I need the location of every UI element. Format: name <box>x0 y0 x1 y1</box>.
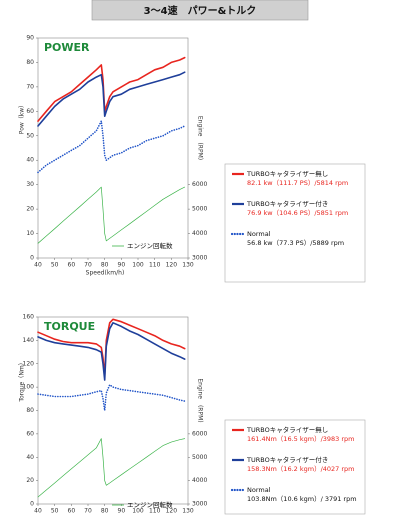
y2-tick-label: 3000 <box>192 501 207 508</box>
x-tick-label: 60 <box>68 508 76 515</box>
x-tick-label: 120 <box>166 262 178 269</box>
series-line <box>37 120 186 174</box>
header-title: 3〜4速 パワー&トルク <box>144 4 257 17</box>
legend-label: TURBOキャタライザー付き <box>246 199 328 208</box>
legend-note: 82.1 kw（111.7 PS）/5814 rpm <box>247 179 348 187</box>
y2-tick-label: 6000 <box>192 181 207 188</box>
x-tick-label: 120 <box>166 508 178 515</box>
legend-box <box>224 419 366 515</box>
plot-frame <box>37 316 189 505</box>
y2-tick-label: 4000 <box>192 230 207 237</box>
chart-title: TORQUE <box>44 320 95 333</box>
y-tick-label: 20 <box>26 477 34 484</box>
y-tick-label: 120 <box>23 360 35 367</box>
y-tick-label: 100 <box>23 384 35 391</box>
y2-tick-label: 4000 <box>192 477 207 484</box>
legend-label: エンジン回転数 <box>127 500 173 509</box>
y-tick-label: 70 <box>26 83 34 90</box>
y-tick-label: 0 <box>30 501 34 508</box>
x-tick-label: 130 <box>182 508 194 515</box>
series-line <box>37 384 186 412</box>
y-tick-label: 50 <box>26 132 34 139</box>
y2-tick-label: 3000 <box>192 255 207 262</box>
y-tick-label: 30 <box>26 181 34 188</box>
x-tick-label: 110 <box>149 262 161 269</box>
y-tick-label: 80 <box>26 59 34 66</box>
legend-label: TURBOキャタライザー無し <box>246 425 328 434</box>
y-tick-label: 80 <box>26 407 34 414</box>
y2-axis-label: Engine (RPM) <box>197 116 204 160</box>
plot-frame <box>37 37 189 259</box>
header-band <box>91 0 309 21</box>
chart-title: POWER <box>44 41 90 54</box>
legend-box <box>224 163 366 283</box>
y-tick-label: 0 <box>30 255 34 262</box>
x-tick-label: 40 <box>34 262 42 269</box>
legend-label: Normal <box>247 486 271 494</box>
x-axis-label: Speed(km/h) <box>86 270 125 277</box>
x-tick-label: 70 <box>84 262 92 269</box>
legend-label: TURBOキャタライザー付き <box>246 455 328 464</box>
y2-tick-label: 5000 <box>192 454 207 461</box>
series-line <box>37 438 186 498</box>
x-tick-label: 50 <box>51 262 59 269</box>
x-tick-label: 110 <box>149 508 161 515</box>
legend-note: 56.8 kw（77.3 PS）/5889 rpm <box>247 239 344 247</box>
y-axis-label: Torque（Nm） <box>19 359 26 402</box>
series-line <box>37 318 186 377</box>
y-axis-label: Pow（kw） <box>19 102 26 134</box>
x-tick-label: 90 <box>118 262 126 269</box>
legend-note: 76.9 kw（104.6 PS）/5851 rpm <box>247 209 348 217</box>
y2-axis-label: Engine (RPM) <box>197 378 204 422</box>
y-tick-label: 60 <box>26 108 34 115</box>
y-tick-label: 10 <box>26 230 34 237</box>
y-tick-label: 90 <box>26 35 34 42</box>
legend-label: エンジン回転数 <box>127 241 173 250</box>
legend-label: Normal <box>247 230 271 238</box>
series-line <box>37 71 186 127</box>
legend-note: 158.3Nm（16.2 kgm）/4027 rpm <box>247 465 355 473</box>
legend-note: 103.8Nm（10.6 kgm）/ 3791 rpm <box>247 495 357 503</box>
y2-tick-label: 5000 <box>192 206 207 213</box>
y-tick-label: 40 <box>26 454 34 461</box>
x-tick-label: 70 <box>84 508 92 515</box>
x-tick-label: 100 <box>132 262 144 269</box>
series-line <box>37 322 186 381</box>
x-tick-label: 40 <box>34 508 42 515</box>
series-line <box>37 56 186 122</box>
x-tick-label: 50 <box>51 508 59 515</box>
x-tick-label: 130 <box>182 262 194 269</box>
x-tick-label: 60 <box>68 262 76 269</box>
y-tick-label: 60 <box>26 430 34 437</box>
x-tick-label: 80 <box>101 508 109 515</box>
legend-note: 161.4Nm（16.5 kgm）/3983 rpm <box>247 435 355 443</box>
y-tick-label: 140 <box>23 337 35 344</box>
y-tick-label: 40 <box>26 157 34 164</box>
y-tick-label: 20 <box>26 206 34 213</box>
legend-label: TURBOキャタライザー無し <box>246 169 328 178</box>
x-tick-label: 100 <box>132 508 144 515</box>
series-line <box>37 186 186 244</box>
y-tick-label: 160 <box>23 314 35 321</box>
x-tick-label: 80 <box>101 262 109 269</box>
y2-tick-label: 6000 <box>192 430 207 437</box>
x-tick-label: 90 <box>118 508 126 515</box>
